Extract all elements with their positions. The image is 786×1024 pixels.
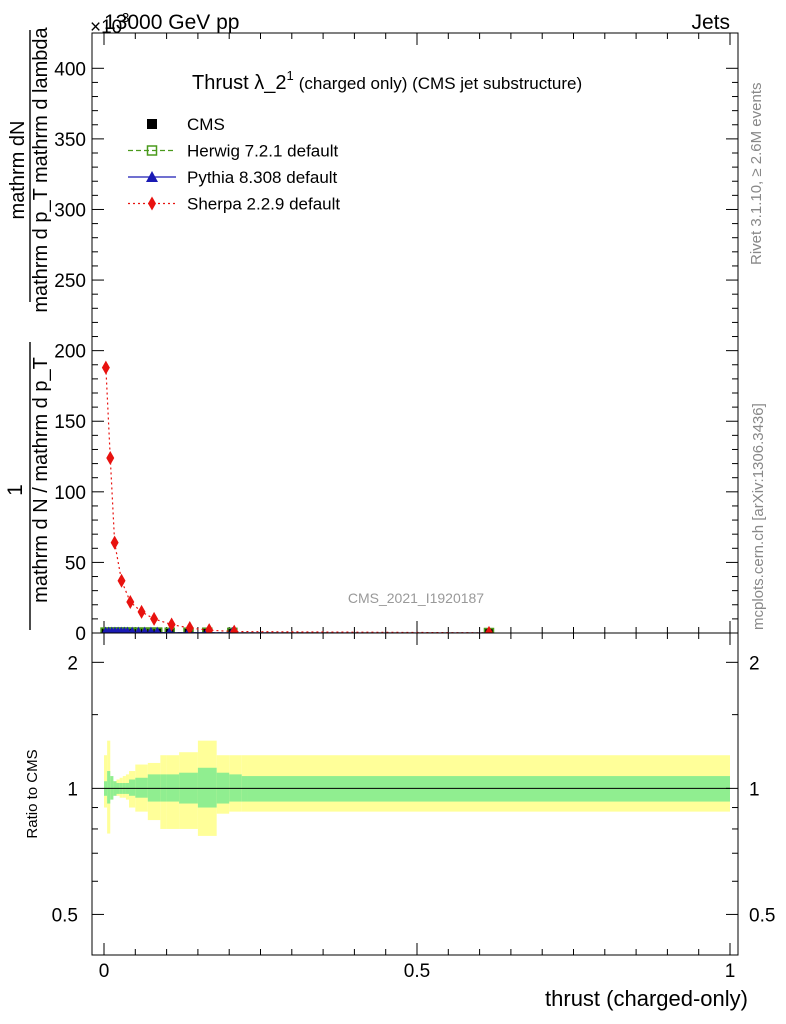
x-axis-label: thrust (charged-only) bbox=[545, 986, 748, 1011]
ratio-xtick-label: 0 bbox=[99, 961, 110, 982]
plot-title: Thrust λ_21 (charged only) (CMS jet subst… bbox=[192, 68, 582, 94]
legend-label: CMS bbox=[187, 115, 225, 134]
legend-marker bbox=[146, 171, 158, 182]
ratio-ytick-label: 2 bbox=[67, 653, 78, 674]
legend-label: Sherpa 2.2.9 default bbox=[187, 195, 340, 214]
plot-subtitle: (charged only) (CMS jet substructure) bbox=[299, 74, 582, 93]
legend-entry: Pythia 8.308 default bbox=[128, 168, 338, 187]
ratio-xtick-label: 0.5 bbox=[404, 961, 430, 982]
ratio-ytick-label: 1 bbox=[67, 779, 78, 800]
series-3 bbox=[101, 360, 493, 633]
y-axis-label: 1 mathrm dN mathrm d p_T mathrm d lambda… bbox=[4, 26, 52, 630]
legend-marker bbox=[146, 145, 158, 156]
series-line bbox=[105, 367, 489, 633]
ratio-band-inner bbox=[129, 779, 136, 796]
legend-entry: CMS bbox=[147, 115, 225, 134]
y-label-line2: mathrm d p_T mathrm d lambda bbox=[30, 26, 52, 312]
main-ytick-label: 150 bbox=[54, 412, 86, 433]
data-point bbox=[166, 626, 174, 633]
main-ytick-label: 400 bbox=[54, 59, 86, 80]
main-ytick-label: 200 bbox=[54, 342, 86, 363]
data-point bbox=[147, 626, 155, 633]
main-ytick-label: 250 bbox=[54, 271, 86, 292]
legend-entry: Sherpa 2.2.9 default bbox=[128, 195, 340, 214]
data-point bbox=[167, 617, 176, 632]
data-point bbox=[150, 611, 159, 626]
ratio-ytick-label: 0.5 bbox=[52, 905, 78, 926]
ratio-panel: 0.5 0.51 12 2 0 0.5 1 Ratio to CMS thrust (ch… bbox=[24, 632, 776, 1011]
ratio-ytick-label-right: 0.5 bbox=[749, 905, 775, 926]
y-multiplier-power: 3 bbox=[122, 10, 129, 25]
ratio-band-inner bbox=[197, 767, 217, 808]
data-point bbox=[484, 625, 493, 633]
energy-label: 13000 GeV pp bbox=[104, 11, 239, 34]
ratio-y-ticks: 0.5 0.5 1 1 2 2 bbox=[52, 653, 776, 926]
data-point bbox=[106, 450, 115, 465]
main-ytick-label: 0 bbox=[75, 624, 86, 645]
main-ytick-label: 350 bbox=[54, 130, 86, 151]
ratio-xtick-label: 1 bbox=[725, 961, 736, 982]
plot-title-sup: 1 bbox=[286, 68, 293, 83]
data-point bbox=[126, 594, 135, 609]
ratio-band-inner bbox=[135, 777, 148, 798]
data-point bbox=[205, 623, 214, 633]
legend-label: Herwig 7.2.1 default bbox=[187, 142, 338, 161]
mcplots-label: mcplots.cern.ch [arXiv:1306.3436] bbox=[750, 403, 767, 630]
ratio-frame bbox=[91, 632, 739, 956]
ratio-ytick-label-right: 1 bbox=[749, 779, 760, 800]
process-label: Jets bbox=[691, 11, 730, 34]
y-multiplier-base: ×10 bbox=[90, 17, 122, 38]
data-point bbox=[117, 573, 126, 588]
legend: CMS Herwig 7.2.1 default Pythia 8.308 defa… bbox=[128, 115, 340, 214]
y-label-line1: mathrm dN bbox=[7, 121, 29, 220]
watermark-label: CMS_2021_I1920187 bbox=[348, 590, 484, 606]
data-point bbox=[137, 604, 146, 619]
main-ytick-label: 50 bbox=[65, 553, 86, 574]
data-point bbox=[123, 626, 131, 633]
legend-marker bbox=[147, 119, 157, 129]
data-point bbox=[153, 626, 161, 633]
ratio-x-ticks: 0 0.5 1 bbox=[99, 633, 736, 982]
ratio-ytick-label-right: 2 bbox=[749, 653, 760, 674]
data-point bbox=[185, 621, 194, 633]
data-point bbox=[110, 535, 119, 550]
y-label-numerator: 1 bbox=[4, 484, 27, 496]
main-ytick-label: 100 bbox=[54, 483, 86, 504]
data-point bbox=[134, 626, 142, 633]
ratio-band-inner bbox=[110, 776, 114, 800]
ratio-band-inner bbox=[107, 771, 111, 804]
legend-entry: Herwig 7.2.1 default bbox=[128, 142, 338, 161]
main-ytick-label: 300 bbox=[54, 200, 86, 221]
main-y-ticks: 0 50 100 150 200 250 300 350 400 bbox=[54, 59, 738, 645]
rivet-label: Rivet 3.1.10, ≥ 2.6M events bbox=[748, 83, 765, 266]
ratio-y-label: Ratio to CMS bbox=[24, 749, 41, 838]
data-point bbox=[230, 624, 239, 633]
plot-title-main: Thrust λ_2 bbox=[192, 72, 286, 94]
data-point bbox=[101, 360, 110, 375]
legend-label: Pythia 8.308 default bbox=[187, 168, 338, 187]
y-label-denominator: mathrm d N / mathrm d p_T bbox=[30, 357, 52, 603]
legend-marker bbox=[148, 196, 156, 211]
data-point bbox=[128, 626, 136, 633]
data-point bbox=[141, 626, 149, 633]
